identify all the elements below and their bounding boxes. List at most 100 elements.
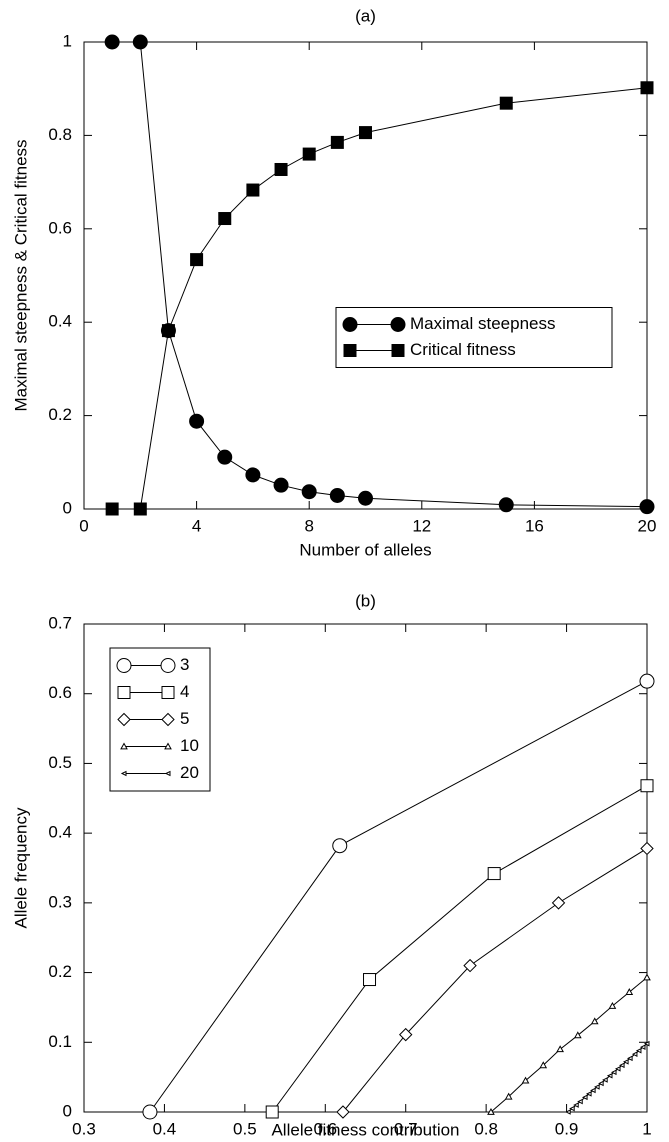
y-axis-label: Maximal steepness & Critical fitness xyxy=(11,139,30,411)
marker xyxy=(577,1098,583,1105)
marker xyxy=(160,658,176,673)
y-tick-label: 0.4 xyxy=(48,823,72,842)
marker xyxy=(190,253,204,267)
legend-label: 5 xyxy=(180,709,189,728)
marker xyxy=(643,973,651,981)
x-tick-label: 0.5 xyxy=(233,1119,257,1138)
legend-label: 4 xyxy=(180,682,189,701)
marker xyxy=(301,484,317,500)
marker xyxy=(390,317,406,332)
marker xyxy=(521,1076,530,1084)
marker xyxy=(133,502,147,516)
y-axis-label: Allele frequency xyxy=(11,807,30,928)
marker xyxy=(265,1105,279,1119)
marker xyxy=(573,1102,579,1108)
y-tick-label: 0.6 xyxy=(48,218,72,237)
marker xyxy=(539,1061,548,1069)
marker xyxy=(142,1104,158,1120)
marker xyxy=(602,1077,608,1083)
marker xyxy=(217,449,233,465)
y-tick-label: 0.7 xyxy=(48,613,72,632)
plot-frame xyxy=(83,41,648,510)
marker xyxy=(487,1107,495,1115)
legend-box xyxy=(335,307,613,368)
marker xyxy=(639,673,655,689)
series-line xyxy=(112,41,648,508)
marker xyxy=(614,1065,621,1072)
marker xyxy=(569,1105,575,1112)
legend-label: Maximal steepness xyxy=(410,314,556,333)
legend-label: 3 xyxy=(180,655,189,674)
marker xyxy=(606,1072,613,1079)
x-tick-label: 0.3 xyxy=(72,1119,96,1138)
marker xyxy=(342,317,358,332)
y-tick-label: 0.8 xyxy=(48,125,72,144)
marker xyxy=(161,686,175,699)
x-axis-label: Number of alleles xyxy=(299,540,431,559)
marker xyxy=(635,1047,642,1054)
marker xyxy=(640,779,654,793)
marker xyxy=(618,1062,625,1069)
marker xyxy=(581,1094,588,1101)
marker xyxy=(358,490,373,506)
x-tick-label: 0.7 xyxy=(394,1119,418,1138)
x-tick-label: 20 xyxy=(638,516,657,535)
y-tick-label: 0.4 xyxy=(48,312,72,331)
legend: Maximal steepness Critical fitness xyxy=(335,307,613,368)
marker xyxy=(594,1084,600,1090)
marker xyxy=(329,487,345,503)
marker xyxy=(589,1087,596,1094)
marker xyxy=(274,162,288,176)
marker xyxy=(640,81,654,95)
y-tick-label: 0.2 xyxy=(48,405,72,424)
marker xyxy=(504,1092,513,1100)
y-tick-label: 0.3 xyxy=(48,892,72,911)
y-tick-label: 0 xyxy=(63,498,72,517)
legend-label: Critical fitness xyxy=(410,340,516,359)
marker xyxy=(246,183,260,197)
marker xyxy=(105,502,119,516)
y-tick-label: 0.5 xyxy=(48,753,72,772)
marker xyxy=(330,135,344,149)
y-tick-label: 0.1 xyxy=(48,1032,72,1051)
chart-title: (a) xyxy=(355,6,376,25)
x-tick-label: 1 xyxy=(642,1119,651,1138)
marker xyxy=(625,988,634,995)
marker xyxy=(622,1058,629,1065)
marker xyxy=(610,1069,617,1076)
y-tick-label: 0.2 xyxy=(48,962,72,981)
marker xyxy=(164,770,171,777)
x-tick-label: 16 xyxy=(525,516,544,535)
marker xyxy=(551,896,566,910)
marker xyxy=(117,686,131,699)
legend-label: 10 xyxy=(180,736,199,755)
marker xyxy=(117,712,131,727)
x-axis-label: Allele fitness contribution xyxy=(271,1120,459,1139)
x-tick-label: 8 xyxy=(304,516,313,535)
marker xyxy=(608,1002,617,1009)
marker xyxy=(363,973,377,987)
x-tick-label: 0.4 xyxy=(153,1119,177,1138)
y-tick-label: 0.6 xyxy=(48,683,72,702)
marker xyxy=(498,497,514,513)
marker xyxy=(302,147,316,161)
marker xyxy=(487,867,501,881)
marker xyxy=(132,34,148,50)
plot-frame xyxy=(83,623,648,1113)
marker xyxy=(590,1017,599,1025)
marker xyxy=(273,477,289,493)
marker xyxy=(161,324,175,338)
marker xyxy=(399,1027,413,1042)
marker xyxy=(499,96,513,110)
marker xyxy=(640,841,654,856)
marker xyxy=(332,838,348,854)
marker xyxy=(631,1051,638,1057)
marker xyxy=(639,499,655,515)
marker xyxy=(104,34,120,50)
x-tick-label: 4 xyxy=(192,516,201,535)
x-tick-label: 0.9 xyxy=(555,1119,579,1138)
y-tick-label: 0 xyxy=(63,1101,72,1120)
marker xyxy=(120,770,127,777)
